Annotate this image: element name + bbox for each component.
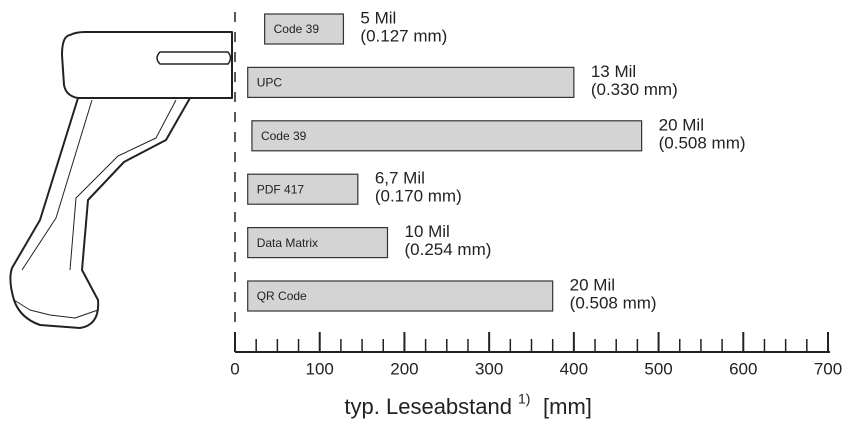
x-axis-label-unit: [mm] bbox=[543, 394, 592, 419]
bar-label: QR Code bbox=[257, 289, 307, 303]
bar-label: PDF 417 bbox=[257, 182, 305, 196]
scanner-illustration bbox=[10, 32, 232, 328]
x-tick-label: 600 bbox=[729, 359, 757, 378]
annotation: (0.508 mm) bbox=[570, 293, 657, 312]
bar-label: Data Matrix bbox=[257, 236, 318, 250]
x-tick-label: 300 bbox=[475, 359, 503, 378]
bar-label: UPC bbox=[257, 76, 283, 90]
annotation: 20 Mil bbox=[659, 115, 704, 134]
annotation: 10 Mil bbox=[404, 222, 449, 241]
x-tick-label: 0 bbox=[230, 359, 239, 378]
x-tick-label: 700 bbox=[814, 359, 842, 378]
x-axis-label: typ. Leseabstand bbox=[344, 394, 512, 419]
bar-label: Code 39 bbox=[274, 22, 320, 36]
annotation: (0.330 mm) bbox=[591, 80, 678, 99]
x-tick-label: 500 bbox=[644, 359, 672, 378]
bar-label: Code 39 bbox=[261, 129, 307, 143]
bar bbox=[248, 67, 574, 97]
annotation: 6,7 Mil bbox=[375, 169, 425, 188]
chart: typ. Leseabstand 1) [mm] 0 100 200 300 400 50… bbox=[0, 0, 850, 424]
x-tick-label: 400 bbox=[560, 359, 588, 378]
annotation: (0.254 mm) bbox=[404, 240, 491, 259]
annotation: (0.127 mm) bbox=[360, 26, 447, 45]
x-tick-label: 200 bbox=[390, 359, 418, 378]
annotation: 20 Mil bbox=[570, 275, 615, 294]
bar bbox=[252, 121, 642, 151]
annotation: 13 Mil bbox=[591, 62, 636, 81]
annotation: 5 Mil bbox=[360, 8, 396, 27]
x-tick-label: 100 bbox=[306, 359, 334, 378]
annotation: (0.508 mm) bbox=[659, 133, 746, 152]
annotation: (0.170 mm) bbox=[375, 187, 462, 206]
x-axis-label-note: 1) bbox=[518, 391, 530, 407]
